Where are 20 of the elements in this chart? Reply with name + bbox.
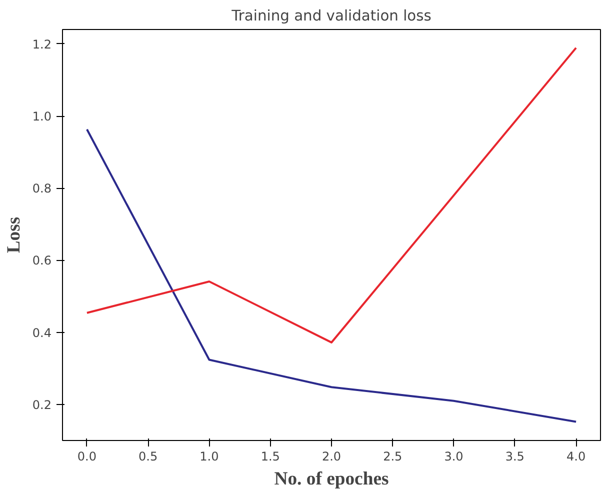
y-tick-label: 0.4 (32, 326, 52, 340)
x-tick-label: 0.0 (77, 450, 97, 464)
x-axis-title: No. of epoches (274, 468, 389, 490)
x-tick-label: 2.0 (322, 450, 342, 464)
x-tick-label: 3.0 (444, 450, 464, 464)
chart-title: Training and validation loss (230, 8, 432, 24)
y-tick-label: 0.8 (32, 182, 52, 196)
x-tick-label: 1.0 (200, 450, 219, 464)
y-tick-label: 1.2 (32, 37, 52, 52)
y-tick-label: 1.0 (32, 110, 52, 124)
x-tick-label: 2.5 (383, 450, 402, 464)
x-tick-label: 0.5 (138, 450, 158, 464)
y-tick-label: 0.2 (32, 398, 52, 412)
x-tick-label: 3.5 (505, 450, 524, 464)
y-axis-title: Loss (3, 216, 24, 254)
line-series (86, 46, 578, 344)
x-tick-label: 1.5 (260, 450, 280, 464)
x-tick-label: 4.0 (566, 450, 586, 464)
y-tick-label: 0.6 (32, 254, 52, 268)
line-series (86, 128, 578, 423)
